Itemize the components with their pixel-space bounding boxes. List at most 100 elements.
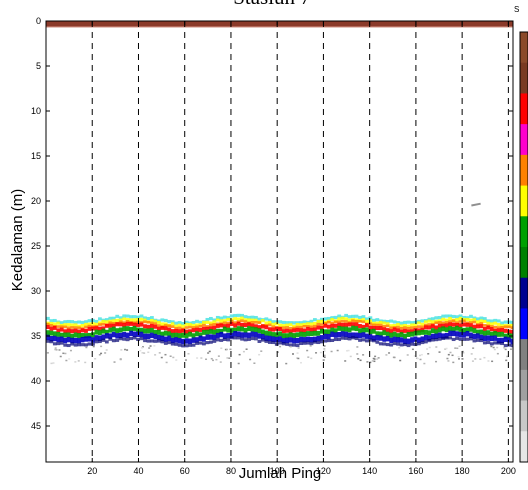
- echo-cell: [267, 323, 272, 327]
- echo-cell: [493, 330, 498, 336]
- echo-cell: [299, 325, 303, 329]
- scatter-speck: [323, 354, 326, 357]
- echo-cell: [382, 342, 387, 346]
- echo-cell: [129, 315, 133, 319]
- echo-cell: [243, 320, 248, 323]
- echo-cell: [406, 343, 411, 348]
- scatter-speck: [427, 353, 430, 355]
- echo-cell: [205, 341, 210, 345]
- isolated-target: [471, 202, 481, 207]
- echo-cell: [507, 343, 511, 347]
- scatter-speck: [461, 358, 464, 360]
- echo-cell: [222, 337, 227, 341]
- echo-cell: [150, 323, 154, 328]
- echo-cell: [482, 341, 487, 345]
- scatter-speck: [435, 360, 438, 363]
- echo-cell: [63, 332, 68, 338]
- echo-cell: [46, 334, 50, 341]
- echo-cell: [358, 315, 362, 320]
- echo-cell: [354, 320, 359, 323]
- echo-cell: [163, 341, 168, 345]
- echo-cell: [472, 328, 477, 334]
- echo-cell: [437, 332, 442, 339]
- echo-cell: [472, 339, 477, 343]
- echo-cell: [160, 322, 165, 326]
- echo-cell: [396, 337, 401, 343]
- scatter-speck: [490, 345, 493, 348]
- x-axis-label: Jumlah Ping: [239, 465, 322, 482]
- echo-cell: [469, 318, 473, 322]
- scatter-speck: [483, 356, 486, 359]
- echo-cell: [476, 329, 480, 335]
- scatter-speck: [458, 358, 461, 360]
- echo-cell: [52, 318, 57, 323]
- echo-cell: [382, 327, 387, 332]
- echo-cell: [150, 327, 154, 333]
- echo-cell: [503, 328, 508, 333]
- echo-cell: [84, 328, 88, 333]
- echo-cell: [378, 335, 383, 341]
- echo-cell: [150, 332, 154, 339]
- echo-cell: [250, 336, 255, 341]
- echo-cell: [361, 315, 366, 319]
- echo-cell: [139, 321, 144, 324]
- echo-cell: [330, 316, 335, 320]
- echo-cell: [309, 322, 314, 326]
- scatter-speck: [435, 346, 438, 348]
- echo-cell: [271, 325, 276, 329]
- echo-cell: [462, 332, 466, 338]
- echo-cell: [285, 326, 290, 329]
- echo-cell: [160, 318, 165, 322]
- echo-cell: [316, 325, 321, 330]
- echo-cell: [333, 323, 338, 328]
- echo-cell: [462, 327, 466, 333]
- echo-cell: [427, 339, 432, 343]
- echo-cell: [292, 337, 296, 344]
- echo-cell: [73, 332, 78, 338]
- echo-cell: [198, 341, 203, 345]
- echo-cell: [243, 338, 248, 342]
- echo-cell: [63, 337, 68, 344]
- scatter-speck: [454, 347, 457, 349]
- scatter-speck: [496, 352, 499, 355]
- scatter-speck: [506, 355, 509, 358]
- echo-cell: [184, 322, 189, 327]
- echo-cell: [70, 323, 75, 327]
- echo-cell: [313, 340, 317, 344]
- echo-cell: [212, 325, 217, 330]
- echo-cell: [361, 338, 366, 342]
- echo-cell: [219, 328, 224, 334]
- echo-cell: [472, 316, 477, 320]
- echo-cell: [403, 328, 407, 333]
- echo-cell: [371, 339, 376, 343]
- echo-cell: [389, 337, 394, 344]
- echo-cell: [285, 328, 290, 333]
- echo-cell: [434, 338, 439, 342]
- echo-cell: [212, 320, 217, 324]
- echo-cell: [323, 322, 328, 325]
- echo-cell: [309, 337, 314, 343]
- scatter-speck: [399, 359, 402, 362]
- echo-cell: [174, 324, 179, 328]
- colorbar-segment: [520, 308, 528, 340]
- echo-cell: [441, 317, 446, 321]
- echo-cell: [496, 331, 501, 337]
- echo-cell: [344, 322, 349, 327]
- echo-cell: [496, 322, 501, 327]
- echo-cell: [243, 315, 248, 319]
- echo-cell: [146, 320, 151, 324]
- y-tick-label: 20: [31, 196, 41, 206]
- scatter-speck: [58, 349, 61, 351]
- echo-cell: [486, 321, 491, 325]
- echo-cell: [326, 316, 331, 321]
- echo-cell: [423, 340, 428, 344]
- echo-cell: [295, 325, 300, 329]
- echo-cell: [503, 336, 508, 342]
- echo-cell: [392, 323, 397, 328]
- echo-cell: [347, 318, 352, 322]
- echo-cell: [215, 332, 220, 339]
- scatter-speck: [50, 362, 53, 365]
- echo-cell: [299, 328, 303, 333]
- scatter-speck: [419, 358, 422, 361]
- echo-cell: [66, 328, 71, 333]
